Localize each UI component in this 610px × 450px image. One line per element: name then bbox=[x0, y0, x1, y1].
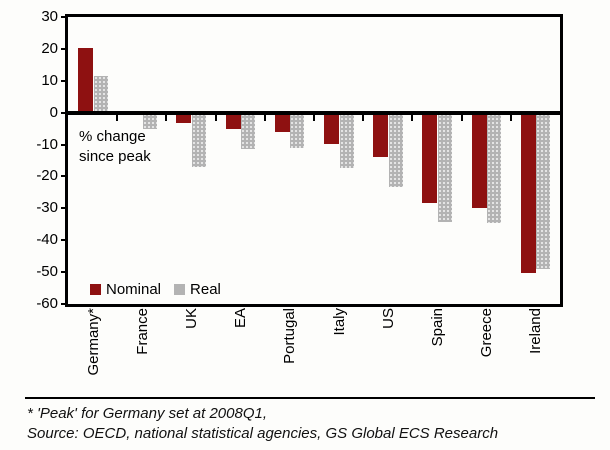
x-axis-label-italy: Italy bbox=[330, 308, 348, 336]
bar-real-france bbox=[142, 112, 157, 129]
bar-nominal-us bbox=[373, 112, 389, 158]
y-axis-tick--40 bbox=[61, 239, 68, 242]
x-axis-tick-6 bbox=[362, 114, 365, 121]
bar-nominal-ireland bbox=[520, 112, 536, 273]
x-axis-label-ireland: Ireland bbox=[527, 308, 545, 354]
x-axis-tick-5 bbox=[313, 114, 315, 121]
x-axis-label-spain: Spain bbox=[429, 308, 446, 347]
x-axis-label-ea: EA bbox=[232, 308, 250, 329]
zero-axis-line bbox=[68, 111, 560, 115]
x-axis-tick-8 bbox=[460, 114, 463, 121]
legend-label-nominal: Nominal bbox=[106, 281, 162, 298]
y-axis-label--10: -10 bbox=[36, 135, 58, 153]
y-axis-label--40: -40 bbox=[36, 231, 58, 249]
y-axis-tick--10 bbox=[61, 143, 68, 146]
x-axis-tick-9 bbox=[509, 114, 512, 121]
x-axis-label-france: France bbox=[133, 308, 151, 355]
legend-label-real: Real bbox=[190, 281, 221, 298]
bar-real-germany bbox=[93, 75, 108, 113]
bar-real-uk bbox=[191, 112, 206, 167]
chart-legend: Nominal Real bbox=[90, 281, 234, 298]
real-color-swatch-icon bbox=[174, 284, 186, 295]
x-axis-label-portugal: Portugal bbox=[281, 308, 299, 364]
footnote-separator-line bbox=[25, 397, 595, 399]
bar-real-ea bbox=[241, 112, 256, 150]
annotation-line-1: % change bbox=[79, 128, 146, 145]
y-axis-tick-30 bbox=[61, 16, 68, 18]
bar-real-portugal bbox=[290, 112, 305, 149]
y-axis-label-20: 20 bbox=[41, 39, 58, 57]
y-axis-tick-0 bbox=[61, 111, 68, 114]
bar-nominal-greece bbox=[471, 112, 487, 209]
bar-real-ireland bbox=[536, 112, 551, 269]
bar-nominal-uk bbox=[176, 112, 192, 124]
x-axis-label-greece: Greece bbox=[478, 308, 496, 358]
x-axis-tick-2 bbox=[165, 114, 168, 121]
bar-nominal-italy bbox=[324, 112, 339, 144]
y-axis-label-0: 0 bbox=[49, 103, 58, 121]
y-axis-label-10: 10 bbox=[41, 71, 58, 89]
annotation-line-2: since peak bbox=[79, 148, 151, 165]
x-axis-label-uk: UK bbox=[183, 308, 200, 329]
y-axis-tick--20 bbox=[61, 175, 68, 178]
y-axis-tick--50 bbox=[61, 271, 68, 274]
y-axis-label--50: -50 bbox=[36, 263, 58, 281]
y-axis-tick--30 bbox=[61, 207, 68, 210]
x-axis-label-germany: Germany* bbox=[84, 308, 102, 376]
bar-real-greece bbox=[487, 112, 502, 224]
x-axis-tick-1 bbox=[116, 114, 119, 121]
y-axis-label-30: 30 bbox=[41, 8, 58, 25]
bar-nominal-germany bbox=[78, 48, 93, 113]
nominal-color-swatch-icon bbox=[90, 284, 101, 295]
y-axis-tick--60 bbox=[61, 303, 68, 305]
bar-nominal-ea bbox=[225, 112, 241, 130]
chart-annotation: % change since peak bbox=[79, 127, 151, 167]
y-axis-label--20: -20 bbox=[36, 167, 58, 185]
y-axis-tick-20 bbox=[61, 47, 68, 50]
y-axis-tick-10 bbox=[61, 79, 68, 82]
bar-real-spain bbox=[437, 112, 452, 223]
legend-item-real: Real bbox=[174, 281, 221, 298]
bar-real-italy bbox=[339, 112, 354, 169]
x-axis-tick-7 bbox=[411, 114, 414, 121]
bar-real-us bbox=[388, 112, 403, 187]
footnote-source: Source: OECD, national statistical agenc… bbox=[27, 425, 499, 442]
footnote-peak-note: * 'Peak' for Germany set at 2008Q1, bbox=[27, 405, 268, 422]
x-axis-label-us: US bbox=[379, 308, 397, 329]
x-axis-tick-3 bbox=[214, 114, 217, 121]
y-axis-label--30: -30 bbox=[36, 199, 58, 217]
y-axis-label--60: -60 bbox=[36, 295, 58, 312]
bar-nominal-spain bbox=[422, 112, 438, 204]
bar-nominal-portugal bbox=[274, 112, 290, 132]
x-axis-tick-4 bbox=[263, 114, 266, 121]
legend-item-nominal: Nominal bbox=[90, 281, 161, 298]
